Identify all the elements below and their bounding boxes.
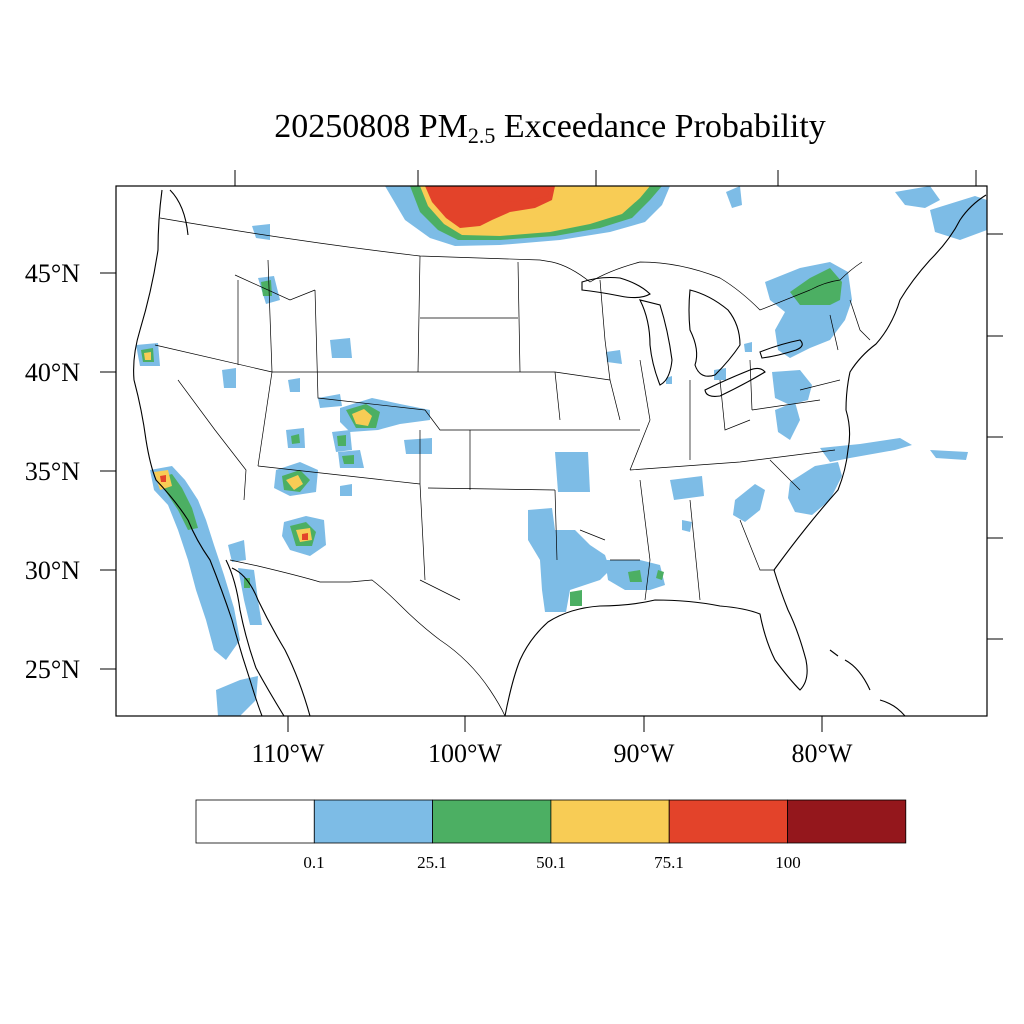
latitude-labels: 45°N 40°N 35°N 30°N 25°N (25, 259, 80, 684)
colorbar-label-2: 50.1 (536, 853, 566, 872)
probability-areas (136, 186, 987, 716)
top-ticks (234, 170, 977, 186)
bottom-ticks (287, 716, 823, 732)
rockies-area (222, 338, 432, 496)
colorbar-bin-3 (550, 799, 670, 844)
lon-label-80: 80°W (792, 739, 853, 768)
colorbar-bin-5 (787, 799, 907, 844)
map-frame (115, 185, 988, 717)
gulf-coast-area (528, 350, 726, 612)
lat-label-30: 30°N (25, 556, 80, 585)
map-title: 20250808 PM2.5 Exceedance Probability (0, 108, 1024, 149)
title-prefix: 20250808 PM (274, 108, 468, 145)
left-ticks (100, 272, 116, 670)
northeast-canada-patches (726, 186, 987, 240)
longitude-labels: 110°W 100°W 90°W 80°W (252, 739, 853, 768)
lat-label-45: 45°N (25, 259, 80, 288)
lon-label-110: 110°W (252, 739, 325, 768)
lon-label-100: 100°W (428, 739, 502, 768)
northeast-us-area (744, 262, 852, 440)
colorbar-bin-4 (668, 799, 788, 844)
colorbar-bin-2 (432, 799, 552, 844)
colorbar-bin-0 (195, 799, 315, 844)
title-suffix: Exceedance Probability (495, 108, 826, 145)
title-subscript: 2.5 (467, 123, 496, 148)
california-area (150, 466, 262, 716)
colorbar-label-1: 25.1 (417, 853, 447, 872)
arizona-area (282, 516, 326, 556)
lat-label-40: 40°N (25, 358, 80, 387)
lat-label-35: 35°N (25, 457, 80, 486)
southeast-us-area (670, 438, 968, 532)
northwest-area (136, 224, 280, 366)
colorbar-label-3: 75.1 (654, 853, 684, 872)
colorbar-label-4: 100 (775, 853, 801, 872)
canada-plume (385, 186, 670, 246)
colorbar (195, 799, 907, 844)
lat-label-25: 25°N (25, 655, 80, 684)
colorbar-label-0: 0.1 (303, 853, 324, 872)
colorbar-bin-1 (313, 799, 433, 844)
boundaries (133, 189, 987, 716)
right-ticks (987, 233, 1003, 640)
lon-label-90: 90°W (614, 739, 675, 768)
colorbar-labels: 0.1 25.1 50.1 75.1 100 (303, 853, 800, 872)
